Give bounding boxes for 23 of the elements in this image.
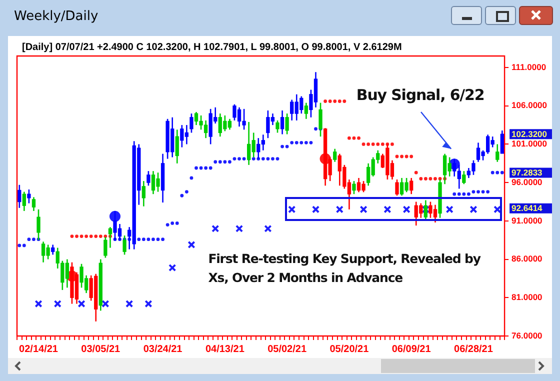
y-tick-label: 101.0000 (512, 138, 548, 149)
x-tick-label: 03/05/21 (81, 344, 121, 355)
x-tick-label: 06/28/21 (454, 344, 494, 355)
y-tick-label: 76.0000 (512, 330, 543, 340)
x-tick-label: 06/09/21 (392, 344, 432, 355)
x-tick-label: 05/20/21 (330, 344, 370, 355)
text: 102.3200 (512, 128, 548, 139)
chart-title: Weekly/Daily (14, 9, 98, 24)
annotation: Buy Signal, 6/22 (356, 86, 484, 104)
text: 97.2833 (512, 168, 543, 178)
y-tick-label: 81.0000 (512, 292, 543, 302)
x-tick-label: 02/14/21 (19, 344, 58, 355)
chart-subtitle: [Daily] 07/07/21 +2.4900 C 102.3200, H 102.7901, L 99.8001, O 99.8001, V 2.6129M (22, 42, 402, 53)
y-tick-label: 96.0000 (512, 176, 543, 187)
text: 92.6414 (512, 203, 543, 214)
y-tick-label: 91.0000 (512, 215, 543, 226)
annotation: First Re-testing Key Support, Revealed by Xs, Over 2 Months in Advance (208, 250, 482, 288)
y-tick-label: 111.0000 (512, 62, 546, 72)
x-tick-label: 04/13/21 (205, 344, 245, 355)
y-tick-label: 86.0000 (512, 254, 543, 264)
y-tick-label: 106.0000 (512, 100, 548, 110)
x-tick-label: 05/02/21 (268, 344, 307, 355)
x-tick-label: 03/24/21 (143, 344, 183, 355)
